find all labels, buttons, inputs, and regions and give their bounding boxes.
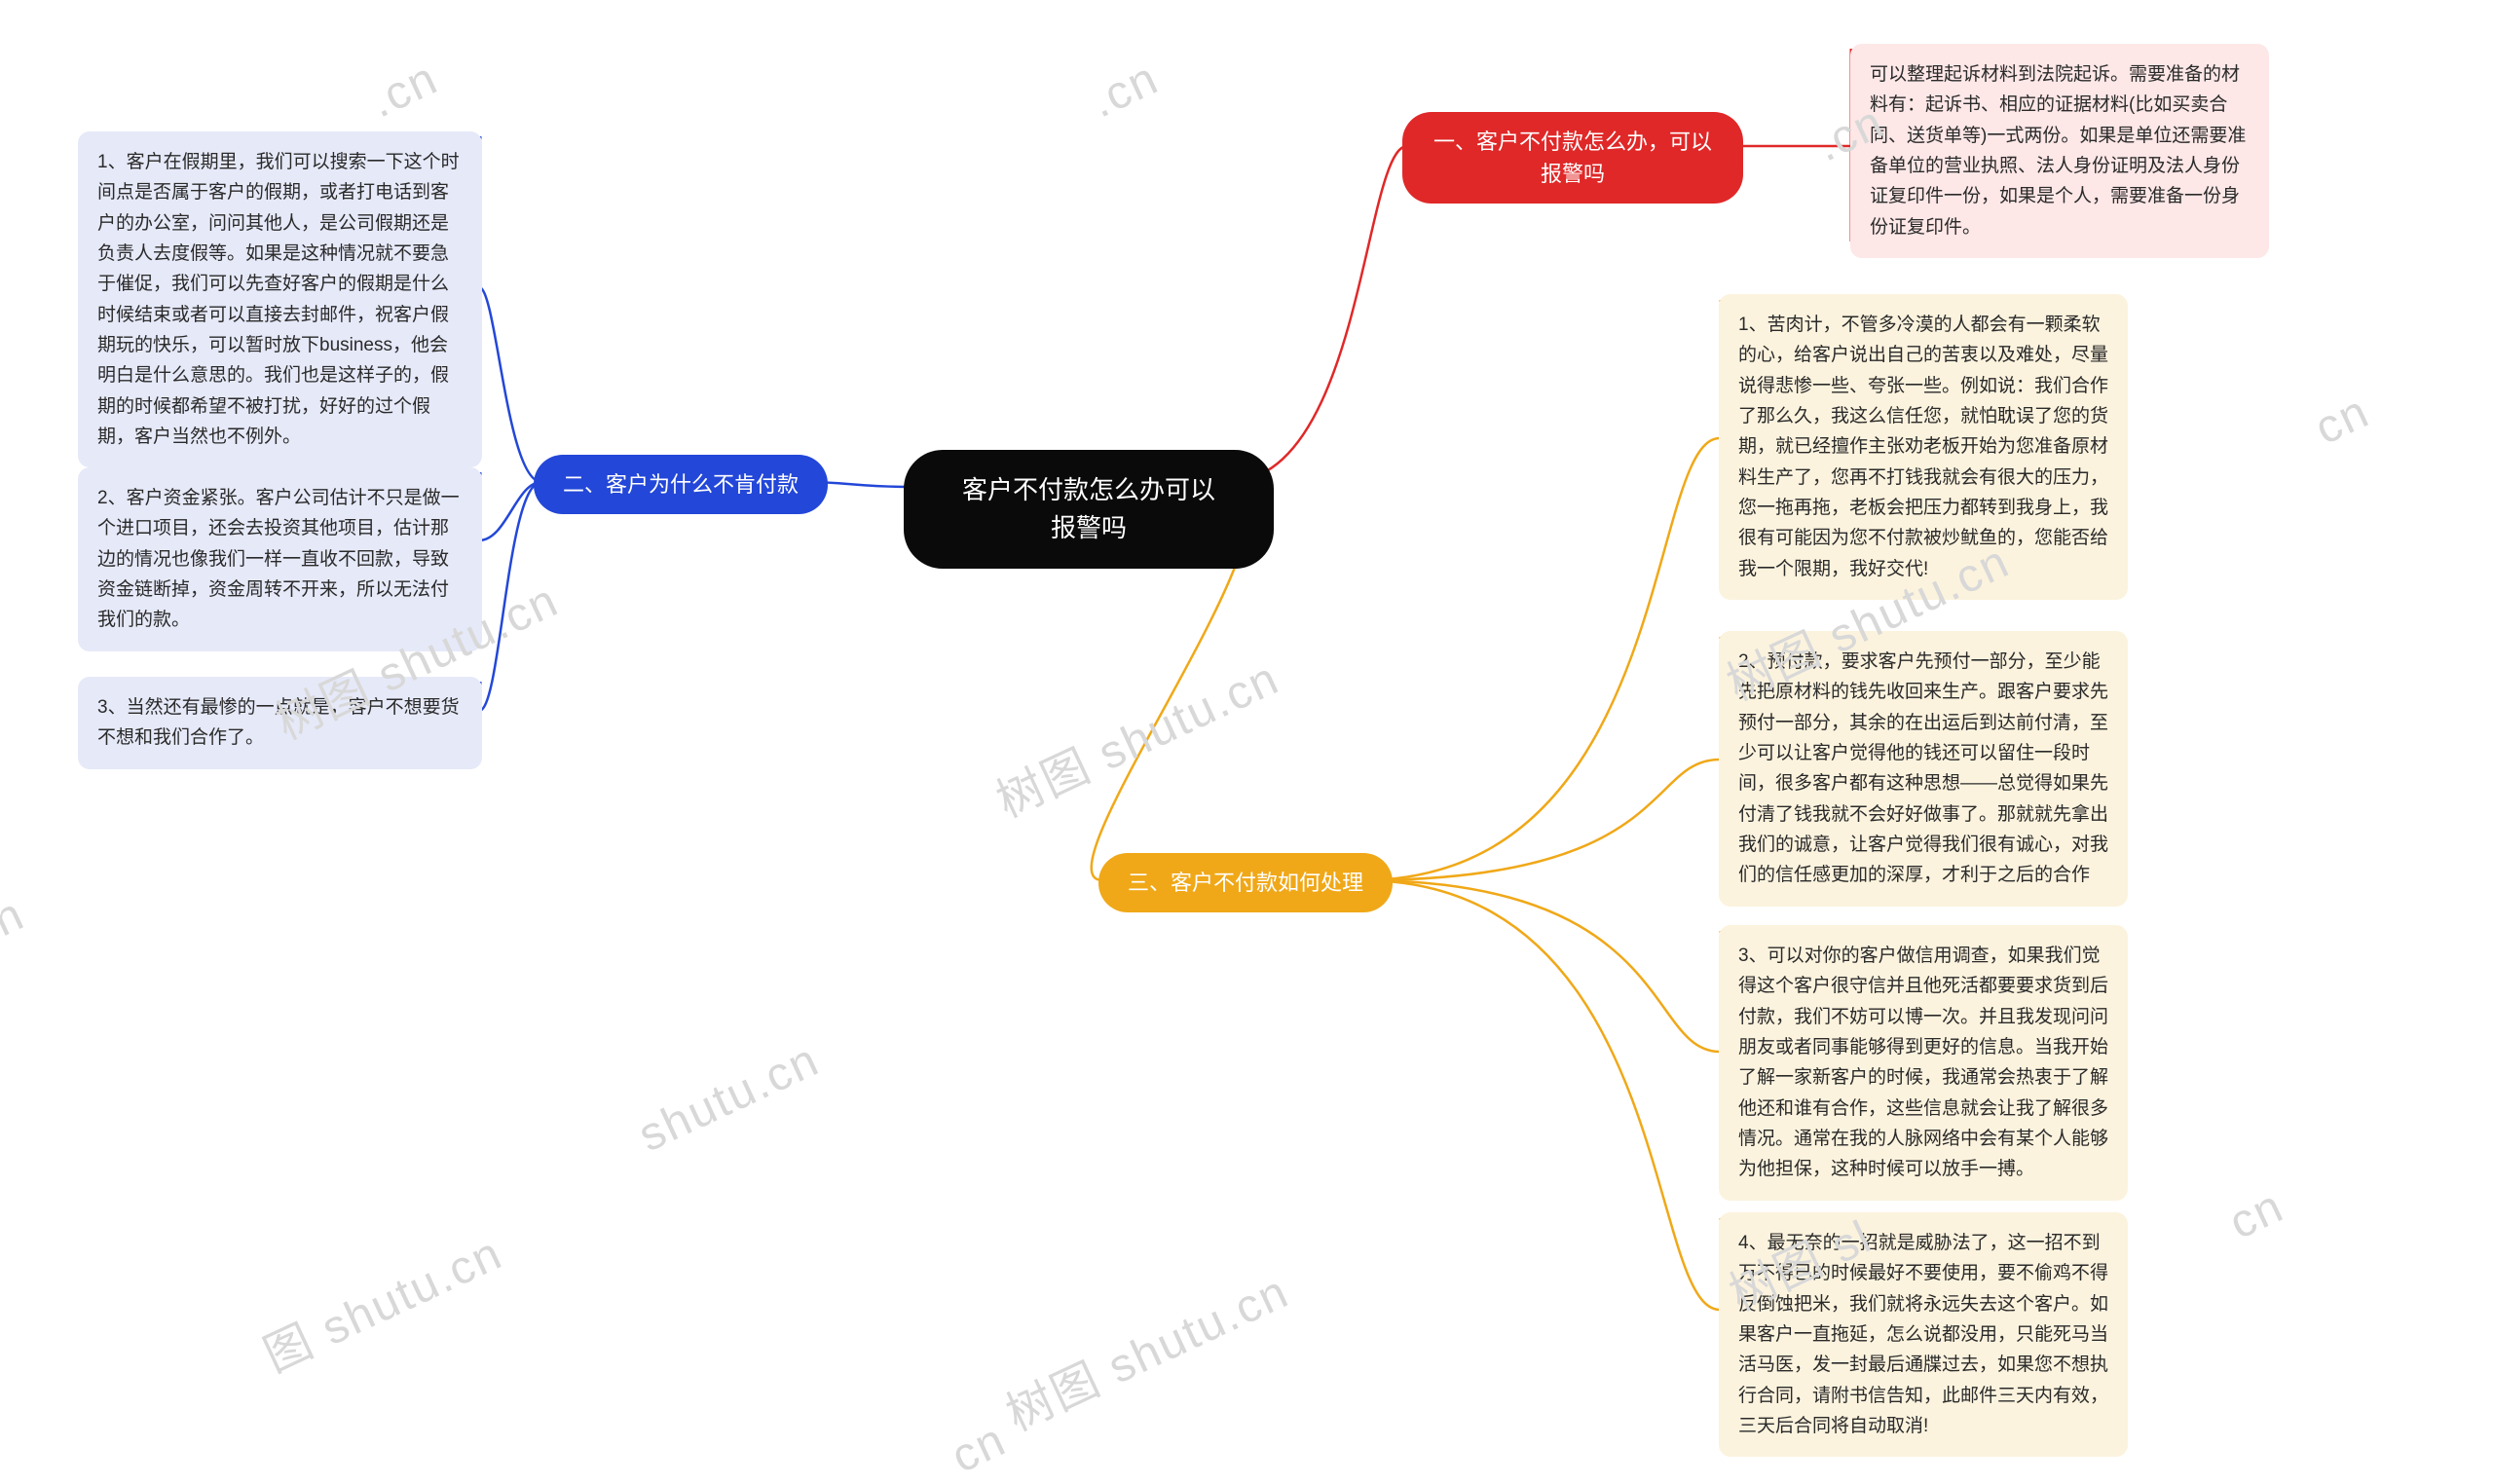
branch-two-label: 二、客户为什么不肯付款 — [563, 472, 799, 497]
center-node[interactable]: 客户不付款怎么办可以报警吗 — [904, 450, 1274, 569]
watermark: .cn — [362, 52, 447, 129]
leaf-two-2-text: 3、当然还有最惨的一点就是，客户不想要货不想和我们合作了。 — [97, 697, 460, 748]
branch-three-label: 三、客户不付款如何处理 — [1128, 871, 1363, 895]
branch-two[interactable]: 二、客户为什么不肯付款 — [534, 455, 828, 514]
leaf-two-2[interactable]: 3、当然还有最惨的一点就是，客户不想要货不想和我们合作了。 — [78, 677, 482, 769]
leaf-three-3-text: 4、最无奈的一招就是威胁法了，这一招不到万不得已的时候最好不要使用，要不偷鸡不得… — [1738, 1233, 2108, 1436]
leaf-three-0[interactable]: 1、苦肉计，不管多冷漠的人都会有一颗柔软的心，给客户说出自己的苦衷以及难处，尽量… — [1719, 294, 2128, 600]
watermark: 树图 shutu.cn — [984, 640, 1288, 831]
branch-one-label: 一、客户不付款怎么办，可以报警吗 — [1433, 130, 1712, 186]
branch-one[interactable]: 一、客户不付款怎么办，可以报警吗 — [1402, 112, 1743, 204]
watermark: cn — [2221, 1179, 2292, 1250]
leaf-two-1-text: 2、客户资金紧张。客户公司估计不只是做一个进口项目，还会去投资其他项目，估计那边… — [97, 488, 460, 630]
watermark: .cn — [1083, 52, 1168, 129]
watermark: cn — [2307, 385, 2378, 456]
leaf-three-0-text: 1、苦肉计，不管多冷漠的人都会有一颗柔软的心，给客户说出自己的苦衷以及难处，尽量… — [1738, 315, 2108, 579]
center-label: 客户不付款怎么办可以报警吗 — [962, 475, 1215, 542]
leaf-three-1-text: 2、预付款，要求客户先预付一部分，至少能先把原材料的钱先收回来生产。跟客户要求先… — [1738, 651, 2108, 885]
watermark: 树图 shutu.cn — [993, 1253, 1298, 1444]
leaf-three-1[interactable]: 2、预付款，要求客户先预付一部分，至少能先把原材料的钱先收回来生产。跟客户要求先… — [1719, 631, 2128, 907]
watermark: shutu.cn — [631, 1033, 828, 1163]
leaf-two-0[interactable]: 1、客户在假期里，我们可以搜索一下这个时间点是否属于客户的假期，或者打电话到客户… — [78, 131, 482, 467]
leaf-three-2-text: 3、可以对你的客户做信用调查，如果我们觉得这个客户很守信并且他死活都要要求货到后… — [1738, 946, 2108, 1179]
branch-three[interactable]: 三、客户不付款如何处理 — [1098, 853, 1393, 912]
leaf-three-3[interactable]: 4、最无奈的一招就是威胁法了，这一招不到万不得已的时候最好不要使用，要不偷鸡不得… — [1719, 1212, 2128, 1457]
leaf-two-1[interactable]: 2、客户资金紧张。客户公司估计不只是做一个进口项目，还会去投资其他项目，估计那边… — [78, 467, 482, 651]
watermark: cn — [944, 1413, 1015, 1484]
leaf-one-0[interactable]: 可以整理起诉材料到法院起诉。需要准备的材料有：起诉书、相应的证据材料(比如买卖合… — [1850, 44, 2269, 258]
watermark: cn — [0, 887, 33, 958]
leaf-one-0-text: 可以整理起诉材料到法院起诉。需要准备的材料有：起诉书、相应的证据材料(比如买卖合… — [1870, 64, 2246, 238]
leaf-three-2[interactable]: 3、可以对你的客户做信用调查，如果我们觉得这个客户很守信并且他死活都要要求货到后… — [1719, 925, 2128, 1201]
watermark: 图 shutu.cn — [251, 1215, 512, 1386]
leaf-two-0-text: 1、客户在假期里，我们可以搜索一下这个时间点是否属于客户的假期，或者打电话到客户… — [97, 152, 460, 447]
